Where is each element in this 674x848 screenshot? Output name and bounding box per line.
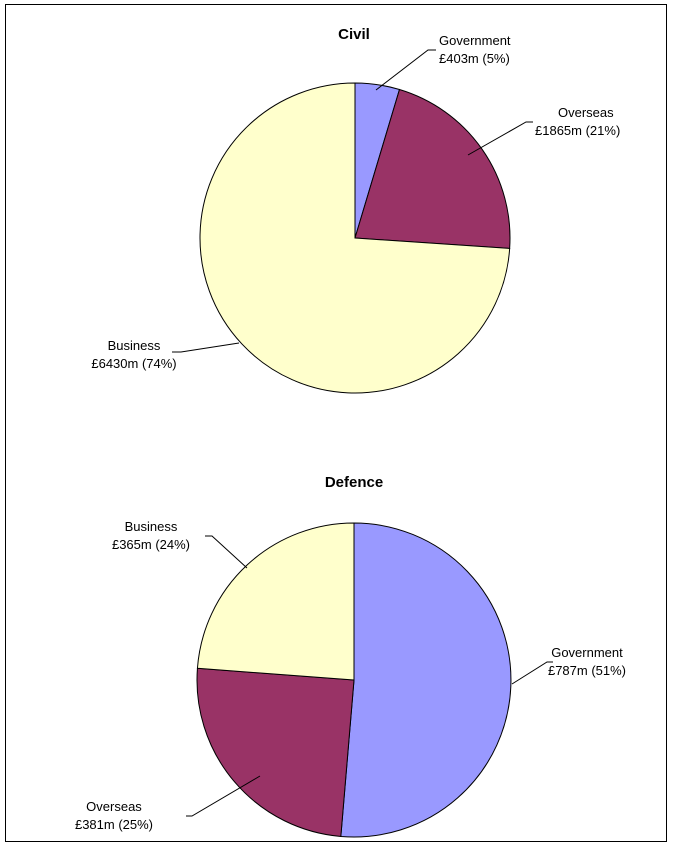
defence-leader-overseas [186,775,261,817]
defence-label-overseas-value: £381m (25%) [75,817,153,832]
defence-chart-title: Defence [325,474,383,491]
defence-slices [196,522,512,838]
civil-label-overseas-value: £1865m (21%) [535,123,620,138]
civil-label-business-value: £6430m (74%) [91,356,176,371]
civil-label-government: Government £403m (5%) [375,33,511,91]
civil-label-business: Business £6430m (74%) [91,338,240,371]
civil-slice-overseas [354,88,511,249]
civil-label-government-name: Government [439,33,511,48]
defence-label-overseas: Overseas £381m (25%) [75,775,261,832]
defence-label-overseas-name: Overseas [86,799,142,814]
defence-leader-business [205,535,248,569]
civil-label-overseas: Overseas £1865m (21%) [467,105,620,156]
defence-label-business: Business £365m (24%) [112,519,248,569]
civil-label-government-value: £403m (5%) [439,51,510,66]
civil-label-overseas-name: Overseas [558,105,614,120]
defence-label-business-name: Business [125,519,178,534]
civil-leader-overseas [467,121,533,156]
defence-slice-business [196,522,355,681]
defence-label-government: Government £787m (51%) [511,645,626,685]
defence-leader-government [511,661,553,685]
civil-pie-chart: Civil Government £403m (5%) Overseas £18… [91,26,620,394]
civil-slices [199,82,511,394]
defence-label-government-name: Government [551,645,623,660]
defence-pie-chart: Defence Business £365m (24%) Government … [75,474,626,838]
pie-charts: Civil Government £403m (5%) Overseas £18… [75,26,626,838]
defence-label-business-value: £365m (24%) [112,537,190,552]
chart-frame: Civil Government £403m (5%) Overseas £18… [5,4,667,842]
civil-leader-government [375,49,436,91]
defence-slice-overseas [196,667,355,837]
civil-label-business-name: Business [108,338,161,353]
civil-leader-business [172,342,240,353]
civil-slice-business [199,82,511,394]
civil-chart-title: Civil [338,26,370,43]
defence-slice-government [340,522,512,838]
defence-label-government-value: £787m (51%) [548,663,626,678]
